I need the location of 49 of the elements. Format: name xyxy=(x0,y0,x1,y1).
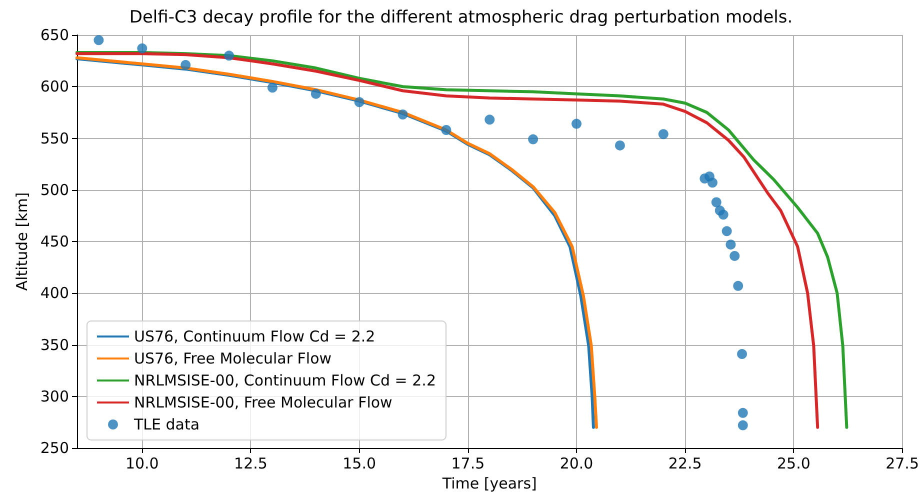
point xyxy=(94,35,104,46)
point xyxy=(614,140,625,150)
legend-label: TLE data xyxy=(133,416,200,434)
point xyxy=(722,226,732,236)
point xyxy=(354,97,364,108)
y-tick-label: 250 xyxy=(40,439,69,457)
point xyxy=(733,280,744,291)
point xyxy=(224,50,234,61)
legend-label: US76, Free Molecular Flow xyxy=(134,350,332,368)
point xyxy=(718,210,728,220)
point xyxy=(484,114,495,125)
point xyxy=(658,129,668,140)
x-tick-label: 17.5 xyxy=(451,454,485,472)
point xyxy=(572,118,582,129)
point xyxy=(180,60,191,70)
point xyxy=(726,240,736,250)
point xyxy=(267,82,278,93)
y-tick-label: 450 xyxy=(40,232,69,250)
chart-title: Delfi-C3 decay profile for the different atmospheric drag perturbation models. xyxy=(129,8,793,28)
point xyxy=(738,420,748,430)
point xyxy=(441,124,452,135)
x-tick-label: 27.5 xyxy=(886,454,920,472)
x-tick-label: 12.5 xyxy=(234,454,268,472)
point xyxy=(730,250,740,261)
point xyxy=(310,88,321,99)
legend-label: US76, Continuum Flow Cd = 2.2 xyxy=(134,328,376,346)
point xyxy=(137,43,148,54)
point xyxy=(738,408,748,418)
y-tick-label: 300 xyxy=(40,387,69,406)
y-tick-label: 500 xyxy=(40,180,69,199)
y-tick-label: 650 xyxy=(40,26,69,44)
x-tick-label: 25.0 xyxy=(777,454,810,472)
point xyxy=(398,110,408,120)
legend-label: NRLMSISE-00, Continuum Flow Cd = 2.2 xyxy=(134,372,436,390)
legend-label: NRLMSISE-00, Free Molecular Flow xyxy=(134,394,392,412)
x-tick-label: 22.5 xyxy=(668,454,702,472)
point xyxy=(707,178,718,188)
y-axis-title: Altitude [km] xyxy=(12,192,31,291)
y-tick-label: 550 xyxy=(40,129,69,148)
point xyxy=(711,197,722,208)
x-tick-label: 15.0 xyxy=(342,454,376,472)
x-axis-title: Time [years] xyxy=(441,474,537,492)
y-tick-label: 600 xyxy=(40,78,69,96)
point xyxy=(528,134,538,144)
y-tick-label: 350 xyxy=(40,336,69,354)
x-tick-label: 10.0 xyxy=(125,454,159,472)
y-tick-label: 400 xyxy=(40,284,69,302)
x-tick-label: 20.0 xyxy=(560,454,594,472)
point xyxy=(737,349,748,360)
